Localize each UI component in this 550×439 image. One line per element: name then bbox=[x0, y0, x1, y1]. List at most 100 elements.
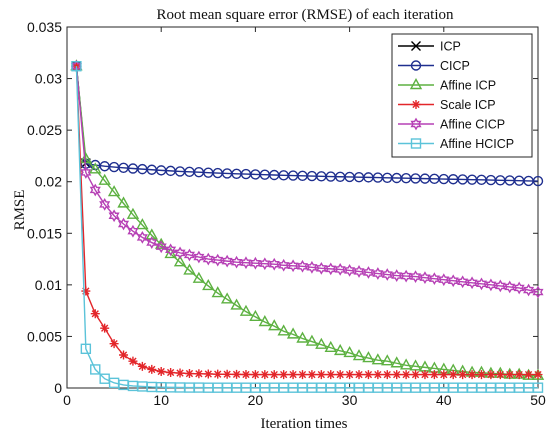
data-point bbox=[183, 263, 196, 275]
data-point bbox=[241, 369, 251, 379]
data-point bbox=[399, 358, 413, 370]
data-point bbox=[532, 382, 544, 393]
data-point bbox=[230, 298, 243, 310]
data-point bbox=[146, 236, 158, 249]
data-point bbox=[354, 370, 364, 380]
x-tick-label: 30 bbox=[342, 392, 358, 408]
data-point bbox=[288, 370, 298, 380]
data-point bbox=[352, 349, 366, 361]
legend: ICP CICP Affine ICP Scale ICP Affine CICP Aff… bbox=[391, 33, 533, 158]
data-point bbox=[166, 368, 176, 378]
data-point bbox=[136, 231, 148, 244]
data-point bbox=[155, 240, 167, 254]
data-point bbox=[193, 250, 205, 264]
data-point bbox=[89, 162, 102, 174]
data-point bbox=[411, 370, 421, 380]
data-point bbox=[466, 276, 478, 290]
data-point bbox=[80, 166, 92, 179]
data-point bbox=[381, 354, 394, 366]
data-point bbox=[194, 369, 204, 379]
data-point bbox=[475, 277, 488, 291]
data-point bbox=[98, 173, 111, 185]
data-point bbox=[438, 273, 450, 287]
data-point bbox=[504, 280, 516, 294]
data-point bbox=[249, 309, 262, 322]
data-point bbox=[353, 265, 365, 278]
data-point bbox=[156, 366, 166, 376]
data-point bbox=[523, 283, 535, 297]
data-point bbox=[117, 217, 130, 231]
y-tick-label: 0.005 bbox=[27, 328, 62, 344]
data-point bbox=[81, 286, 91, 296]
data-point bbox=[411, 100, 421, 109]
data-point bbox=[117, 196, 130, 208]
data-point bbox=[298, 370, 307, 380]
data-point bbox=[494, 279, 506, 293]
data-point bbox=[447, 274, 459, 288]
data-point bbox=[126, 207, 140, 219]
data-point bbox=[381, 268, 393, 281]
data-point bbox=[439, 370, 449, 380]
data-point bbox=[173, 255, 187, 267]
data-point bbox=[306, 260, 318, 274]
x-tick-label: 40 bbox=[436, 392, 452, 408]
data-point bbox=[220, 292, 234, 304]
data-point bbox=[513, 281, 525, 295]
data-point bbox=[495, 370, 505, 380]
data-point bbox=[79, 152, 93, 164]
legend-item: ICP bbox=[398, 40, 461, 54]
series-affine-hcicp bbox=[71, 60, 544, 393]
chart-title: Root mean square error (RMSE) of each it… bbox=[157, 7, 454, 23]
legend-label: Affine HCICP bbox=[440, 137, 514, 151]
data-point bbox=[221, 254, 233, 268]
data-point bbox=[333, 343, 347, 356]
data-point bbox=[109, 339, 119, 349]
y-tick-label: 0.03 bbox=[35, 71, 62, 87]
data-point bbox=[532, 175, 544, 187]
data-point bbox=[71, 60, 82, 72]
y-tick-label: 0.025 bbox=[27, 122, 62, 138]
data-point bbox=[232, 369, 242, 379]
data-point bbox=[533, 370, 543, 380]
data-point bbox=[277, 324, 290, 336]
data-point bbox=[315, 337, 328, 349]
data-point bbox=[343, 345, 356, 358]
data-point bbox=[307, 370, 317, 380]
data-point bbox=[127, 224, 139, 238]
data-point bbox=[457, 275, 469, 289]
data-point bbox=[100, 323, 110, 333]
data-point bbox=[371, 353, 385, 365]
data-point bbox=[476, 370, 486, 380]
data-point bbox=[372, 267, 384, 280]
data-point bbox=[324, 340, 337, 352]
legend-label: CICP bbox=[440, 59, 470, 73]
data-point bbox=[107, 185, 121, 197]
data-point bbox=[258, 315, 272, 327]
data-point bbox=[458, 370, 468, 380]
data-point bbox=[184, 369, 194, 379]
y-tick-label: 0.015 bbox=[27, 225, 62, 241]
y-axis-label: RMSE bbox=[12, 190, 28, 231]
data-point bbox=[183, 248, 195, 262]
data-point bbox=[410, 270, 422, 284]
x-tick-label: 20 bbox=[248, 392, 264, 408]
y-tick-label: 0 bbox=[54, 380, 62, 396]
legend-label: Affine CICP bbox=[440, 118, 505, 132]
data-point bbox=[260, 370, 270, 380]
data-point bbox=[174, 246, 186, 260]
data-point bbox=[165, 243, 177, 257]
data-point bbox=[212, 253, 224, 267]
data-point bbox=[485, 278, 497, 292]
plot-series bbox=[70, 59, 545, 393]
data-point bbox=[409, 359, 422, 371]
data-point bbox=[213, 369, 223, 379]
data-point bbox=[250, 370, 260, 380]
y-tick-label: 0.01 bbox=[35, 277, 62, 293]
series-affine-icp bbox=[70, 59, 545, 380]
data-point bbox=[279, 370, 289, 380]
legend-box bbox=[391, 33, 533, 158]
data-point bbox=[326, 370, 336, 380]
axes: 0 10 20 30 40 50 0 0.005 0.01 0.015 0.02 0.025 0.03 0… bbox=[27, 19, 546, 408]
data-point bbox=[428, 272, 440, 286]
